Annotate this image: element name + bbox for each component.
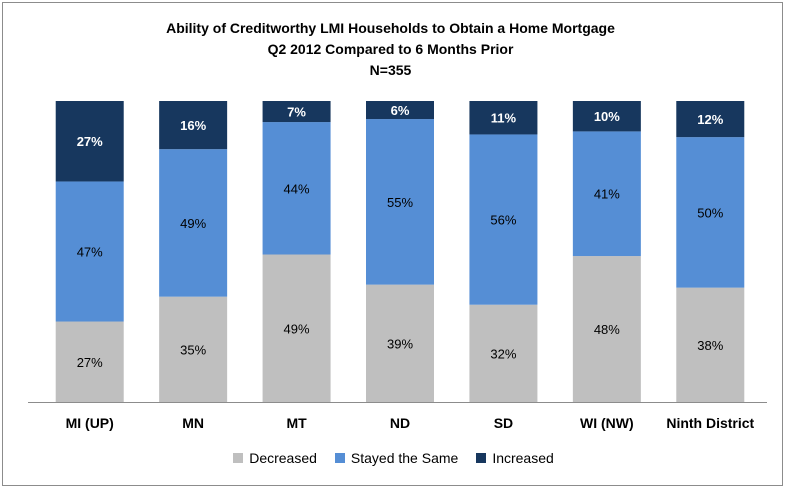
- data-label-stayed-the-same-nd: 55%: [387, 195, 413, 210]
- bar-segment-increased-ninth-district: [676, 101, 745, 138]
- category-label-mt: MT: [286, 415, 307, 431]
- bar-segment-increased-wi-nw: [572, 101, 641, 132]
- data-label-increased-wi-nw: 10%: [594, 109, 620, 124]
- bar-segment-increased-mn: [159, 101, 228, 150]
- data-label-increased-mi-up: 27%: [77, 134, 103, 149]
- bar-segment-stayed-the-same-wi-nw: [572, 131, 641, 257]
- chart-titles: Ability of Creditworthy LMI Households t…: [0, 18, 781, 81]
- data-label-stayed-the-same-wi-nw: 41%: [594, 187, 620, 202]
- legend: Decreased Stayed the Same Increased: [0, 450, 787, 466]
- category-label-mn: MN: [182, 415, 204, 431]
- bar-segment-increased-mi-up: [55, 101, 124, 182]
- legend-swatch-decreased: [233, 453, 244, 463]
- data-label-decreased-wi-nw: 48%: [594, 322, 620, 337]
- data-label-increased-sd: 11%: [491, 111, 517, 126]
- bar-segment-stayed-the-same-sd: [469, 134, 538, 305]
- data-label-stayed-the-same-mt: 44%: [284, 181, 310, 196]
- bar-segment-decreased-sd: [469, 304, 538, 402]
- bar-segment-increased-mt: [262, 101, 331, 123]
- data-label-increased-mt: 7%: [287, 105, 306, 120]
- data-label-stayed-the-same-mn: 49%: [180, 216, 206, 231]
- legend-label-stayed-the-same: Stayed the Same: [350, 450, 459, 466]
- category-label-sd: SD: [494, 415, 513, 431]
- bar-segment-stayed-the-same-mn: [159, 149, 228, 297]
- legend-swatch-stayed-the-same: [334, 453, 345, 463]
- bar-segment-decreased-nd: [366, 284, 434, 402]
- bar-segment-decreased-mt: [262, 254, 331, 402]
- data-label-stayed-the-same-sd: 56%: [490, 213, 516, 228]
- bar-segment-stayed-the-same-nd: [366, 119, 434, 285]
- chart-subtitle: Q2 2012 Compared to 6 Months Prior: [267, 41, 514, 57]
- chart-title: Ability of Creditworthy LMI Households t…: [166, 20, 615, 36]
- bar-segment-decreased-ninth-district: [676, 287, 745, 402]
- legend-item-increased: Increased: [476, 450, 554, 466]
- data-label-decreased-ninth-district: 38%: [697, 338, 723, 353]
- data-label-decreased-mn: 35%: [180, 342, 206, 357]
- chart-note: N=355: [369, 62, 412, 78]
- category-label-mi-up: MI (UP): [66, 415, 114, 431]
- category-label-wi-nw: WI (NW): [580, 415, 634, 431]
- bar-segment-increased-sd: [469, 101, 538, 135]
- category-label-nd: ND: [390, 415, 410, 431]
- data-label-decreased-sd: 32%: [490, 346, 516, 361]
- bar-segment-decreased-wi-nw: [572, 256, 641, 402]
- bar-segment-stayed-the-same-mi-up: [55, 181, 124, 322]
- bar-segment-decreased-mi-up: [55, 321, 124, 402]
- bar-segment-stayed-the-same-mt: [262, 122, 331, 255]
- data-label-decreased-nd: 39%: [387, 336, 413, 351]
- data-label-decreased-mt: 49%: [284, 321, 310, 336]
- bar-segment-decreased-mn: [159, 296, 228, 402]
- bar-segment-increased-nd: [366, 101, 434, 120]
- data-label-increased-mn: 16%: [180, 118, 206, 133]
- legend-item-stayed-the-same: Stayed the Same: [334, 450, 459, 466]
- data-label-decreased-mi-up: 27%: [77, 355, 103, 370]
- data-label-increased-ninth-district: 12%: [697, 112, 723, 127]
- legend-swatch-increased: [476, 453, 487, 463]
- legend-label-decreased: Decreased: [249, 450, 317, 466]
- data-label-stayed-the-same-ninth-district: 50%: [697, 205, 723, 220]
- legend-label-increased: Increased: [492, 450, 554, 466]
- data-label-increased-nd: 6%: [391, 103, 410, 118]
- category-label-ninth-district: Ninth District: [666, 415, 754, 431]
- data-label-stayed-the-same-mi-up: 47%: [77, 245, 103, 260]
- legend-item-decreased: Decreased: [233, 450, 317, 466]
- bar-segment-stayed-the-same-ninth-district: [676, 137, 745, 288]
